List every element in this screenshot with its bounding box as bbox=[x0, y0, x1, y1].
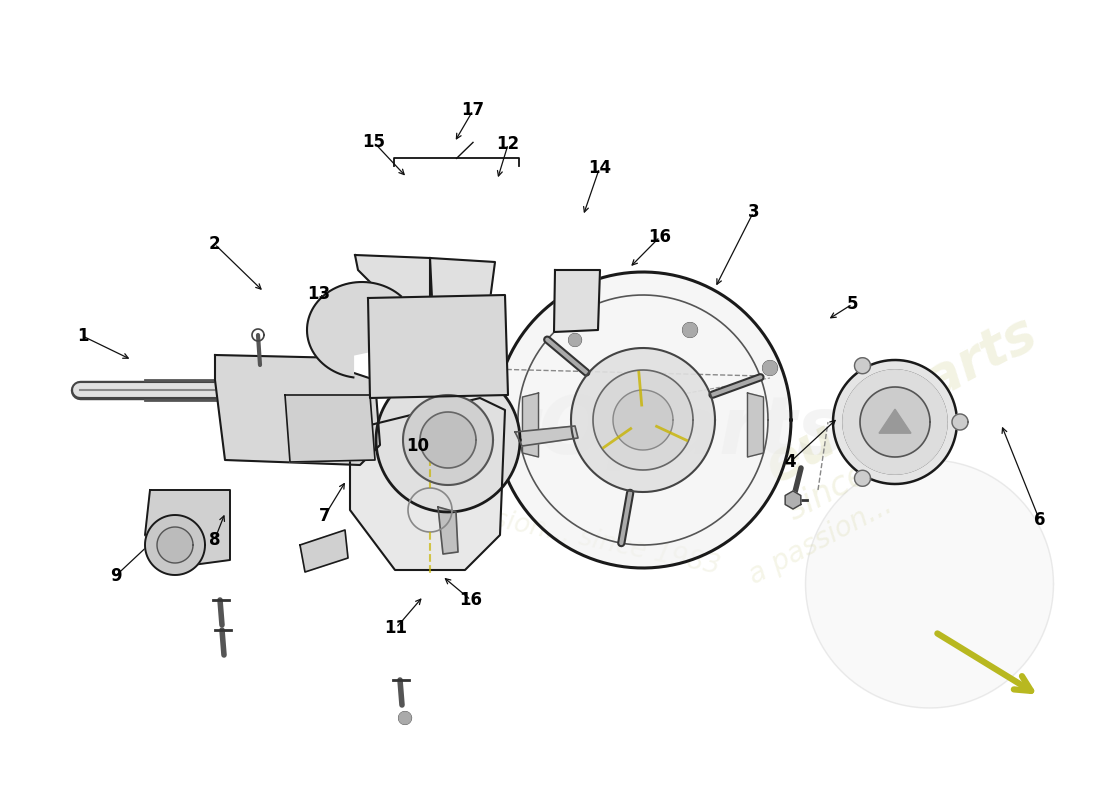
Text: 1: 1 bbox=[77, 327, 88, 345]
Text: 13: 13 bbox=[307, 286, 331, 303]
Polygon shape bbox=[515, 426, 578, 446]
Text: 14: 14 bbox=[587, 159, 612, 177]
Polygon shape bbox=[430, 258, 495, 300]
Polygon shape bbox=[214, 355, 380, 465]
Text: 11: 11 bbox=[385, 619, 407, 637]
Polygon shape bbox=[350, 398, 505, 570]
Text: 7: 7 bbox=[319, 507, 330, 525]
Text: 10: 10 bbox=[407, 438, 429, 455]
Polygon shape bbox=[843, 370, 947, 474]
Text: 6: 6 bbox=[1034, 511, 1045, 529]
Polygon shape bbox=[300, 530, 348, 572]
Polygon shape bbox=[399, 712, 411, 724]
Polygon shape bbox=[368, 295, 508, 398]
Polygon shape bbox=[522, 393, 539, 457]
Text: since 1983: since 1983 bbox=[782, 413, 958, 527]
Polygon shape bbox=[855, 470, 870, 486]
Polygon shape bbox=[860, 387, 930, 457]
Polygon shape bbox=[157, 527, 192, 563]
Text: a passion...: a passion... bbox=[744, 490, 896, 590]
Text: 12: 12 bbox=[496, 135, 520, 153]
Polygon shape bbox=[554, 270, 600, 332]
Text: 16: 16 bbox=[649, 228, 671, 246]
Text: 9: 9 bbox=[110, 567, 121, 585]
Text: eurOparts: eurOparts bbox=[387, 393, 845, 471]
Polygon shape bbox=[879, 409, 911, 434]
Polygon shape bbox=[355, 255, 430, 302]
Polygon shape bbox=[613, 390, 673, 450]
Polygon shape bbox=[403, 395, 493, 485]
Text: 16: 16 bbox=[460, 591, 482, 609]
Polygon shape bbox=[376, 368, 520, 512]
Polygon shape bbox=[952, 414, 968, 430]
Text: 2: 2 bbox=[209, 235, 220, 253]
Text: 5: 5 bbox=[847, 295, 858, 313]
Polygon shape bbox=[833, 360, 957, 484]
Text: 4: 4 bbox=[784, 454, 795, 471]
Polygon shape bbox=[145, 515, 205, 575]
Polygon shape bbox=[145, 490, 230, 568]
Polygon shape bbox=[593, 370, 693, 470]
Polygon shape bbox=[805, 460, 1054, 708]
Polygon shape bbox=[285, 395, 375, 462]
Text: 17: 17 bbox=[461, 102, 485, 119]
Polygon shape bbox=[420, 412, 476, 468]
Polygon shape bbox=[495, 272, 791, 568]
Polygon shape bbox=[683, 323, 697, 337]
Text: a passion... since 1983: a passion... since 1983 bbox=[421, 492, 723, 580]
Text: 3: 3 bbox=[748, 203, 759, 221]
Polygon shape bbox=[571, 348, 715, 492]
Polygon shape bbox=[855, 358, 870, 374]
Polygon shape bbox=[438, 507, 458, 554]
Text: 15: 15 bbox=[363, 134, 385, 151]
Polygon shape bbox=[748, 393, 763, 457]
Polygon shape bbox=[569, 334, 581, 346]
Polygon shape bbox=[307, 282, 400, 378]
Text: 8: 8 bbox=[209, 531, 220, 549]
Polygon shape bbox=[763, 361, 777, 375]
Polygon shape bbox=[785, 491, 801, 509]
Text: eurOparts: eurOparts bbox=[756, 306, 1045, 494]
